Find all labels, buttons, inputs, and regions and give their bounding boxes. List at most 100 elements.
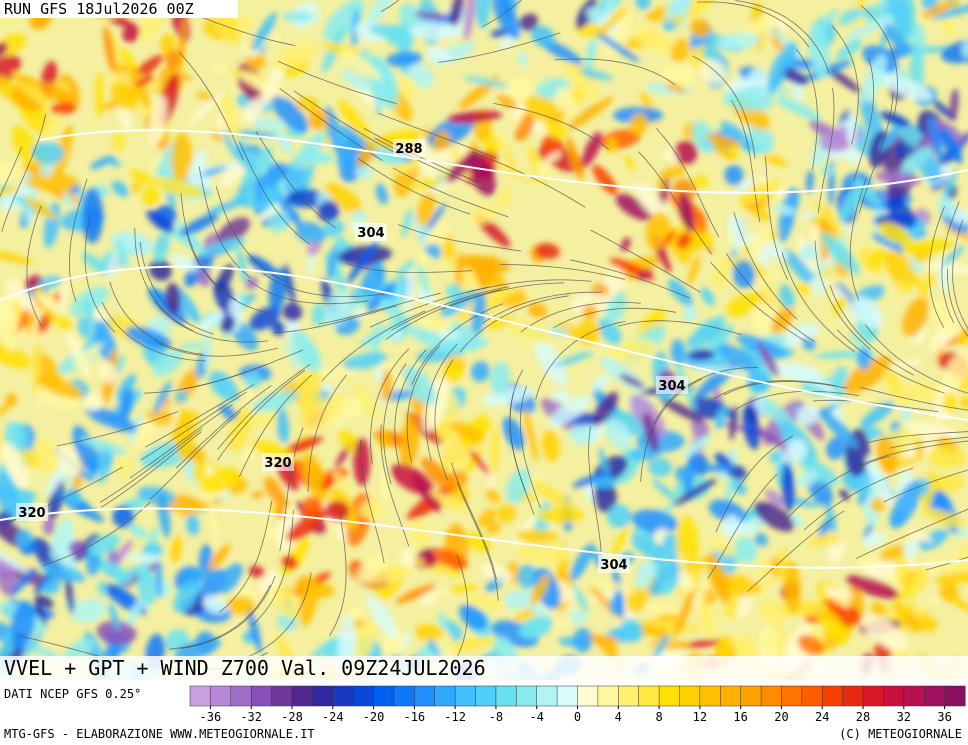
field-blob [428,547,468,570]
field-blob [548,395,591,427]
field-blob [928,115,944,163]
field-blob [707,553,730,604]
field-blob [861,53,887,103]
field-blob [146,209,174,233]
streamline [814,240,871,350]
height-contours [0,129,968,569]
field-blob [295,96,320,113]
field-blob [774,95,822,121]
field-blob [119,387,134,421]
colorbar-swatch [495,685,517,707]
field-blob [272,127,294,155]
streamline [692,55,756,159]
streamline [370,348,410,465]
field-blob [875,170,922,186]
field-blob [670,38,691,63]
field-blob [342,352,388,370]
field-blob [807,533,839,546]
field-blob [615,193,653,221]
field-blob [523,95,565,125]
colorbar-swatch [189,685,211,707]
field-blob [676,232,692,250]
field-blob [395,259,415,279]
streamline [346,263,472,273]
field-blob [600,0,621,26]
streamline [509,392,535,515]
streamline [656,128,720,238]
field-blob [127,523,148,539]
field-blob [707,324,734,353]
footer-right: (C) METEOGIORNALE [839,727,962,741]
field-blob [890,479,923,529]
field-blob [717,32,761,50]
field-blob [250,491,264,499]
colorbar-tick-label: 32 [897,710,911,724]
field-blob [285,189,327,208]
field-blob [503,589,536,609]
streamline [180,193,237,301]
streamline [26,205,43,328]
field-blob [11,125,39,166]
field-blob [689,18,711,38]
streamline [451,462,497,581]
streamline [233,572,312,663]
field-blob [939,127,963,164]
colorbar-swatch [312,685,334,707]
field-blob [819,408,858,449]
field-blob [914,438,924,462]
colorbar-swatch [862,685,884,707]
field-blob [449,421,485,443]
field-blob [902,296,930,337]
field-blob [682,434,711,459]
streamline [928,206,945,328]
field-blob [31,141,65,165]
field-blob [872,232,908,253]
field-blob [276,407,290,444]
streamline [715,435,794,533]
field-blob [693,366,747,374]
field-blob [469,450,490,475]
field-blob [186,90,225,127]
field-blob [455,255,511,274]
field-blob [375,183,388,205]
field-blob [651,534,680,579]
streamline [519,385,541,509]
colorbar-tick-label: -8 [489,710,503,724]
field-blob [610,524,629,561]
field-blob [843,356,892,394]
field-blob [240,449,256,464]
footer-left: MTG-GFS - ELABORAZIONE WWW.METEOGIORNALE… [4,727,315,741]
field-blob [886,0,912,36]
colorbar-tick-label: -20 [363,710,385,724]
streamline [710,262,808,343]
field-blob [435,420,455,442]
field-blob [797,634,824,656]
field-blob [716,342,763,374]
field-blob [900,238,954,255]
streamline [129,404,233,479]
field-blob [516,564,539,589]
streamline [1,113,47,232]
field-blob [838,183,864,223]
field-blob [605,639,619,655]
field-blob [187,567,221,580]
field-blob [96,620,137,645]
field-blob [941,245,965,268]
streamline [149,411,241,500]
streamline [262,273,385,298]
field-blob [592,164,618,196]
colorbar-swatch [414,685,436,707]
field-blob [485,316,516,330]
field-blob [157,491,171,539]
field-blob [153,231,171,264]
streamline [859,92,894,214]
field-blob [657,177,666,192]
field-blob [338,614,356,669]
field-blob [405,264,414,317]
field-blob [612,565,625,619]
field-blob [852,296,884,328]
field-blob [416,192,437,227]
field-blob [446,110,503,124]
field-blob [816,8,839,32]
colorbar-swatch [393,685,415,707]
